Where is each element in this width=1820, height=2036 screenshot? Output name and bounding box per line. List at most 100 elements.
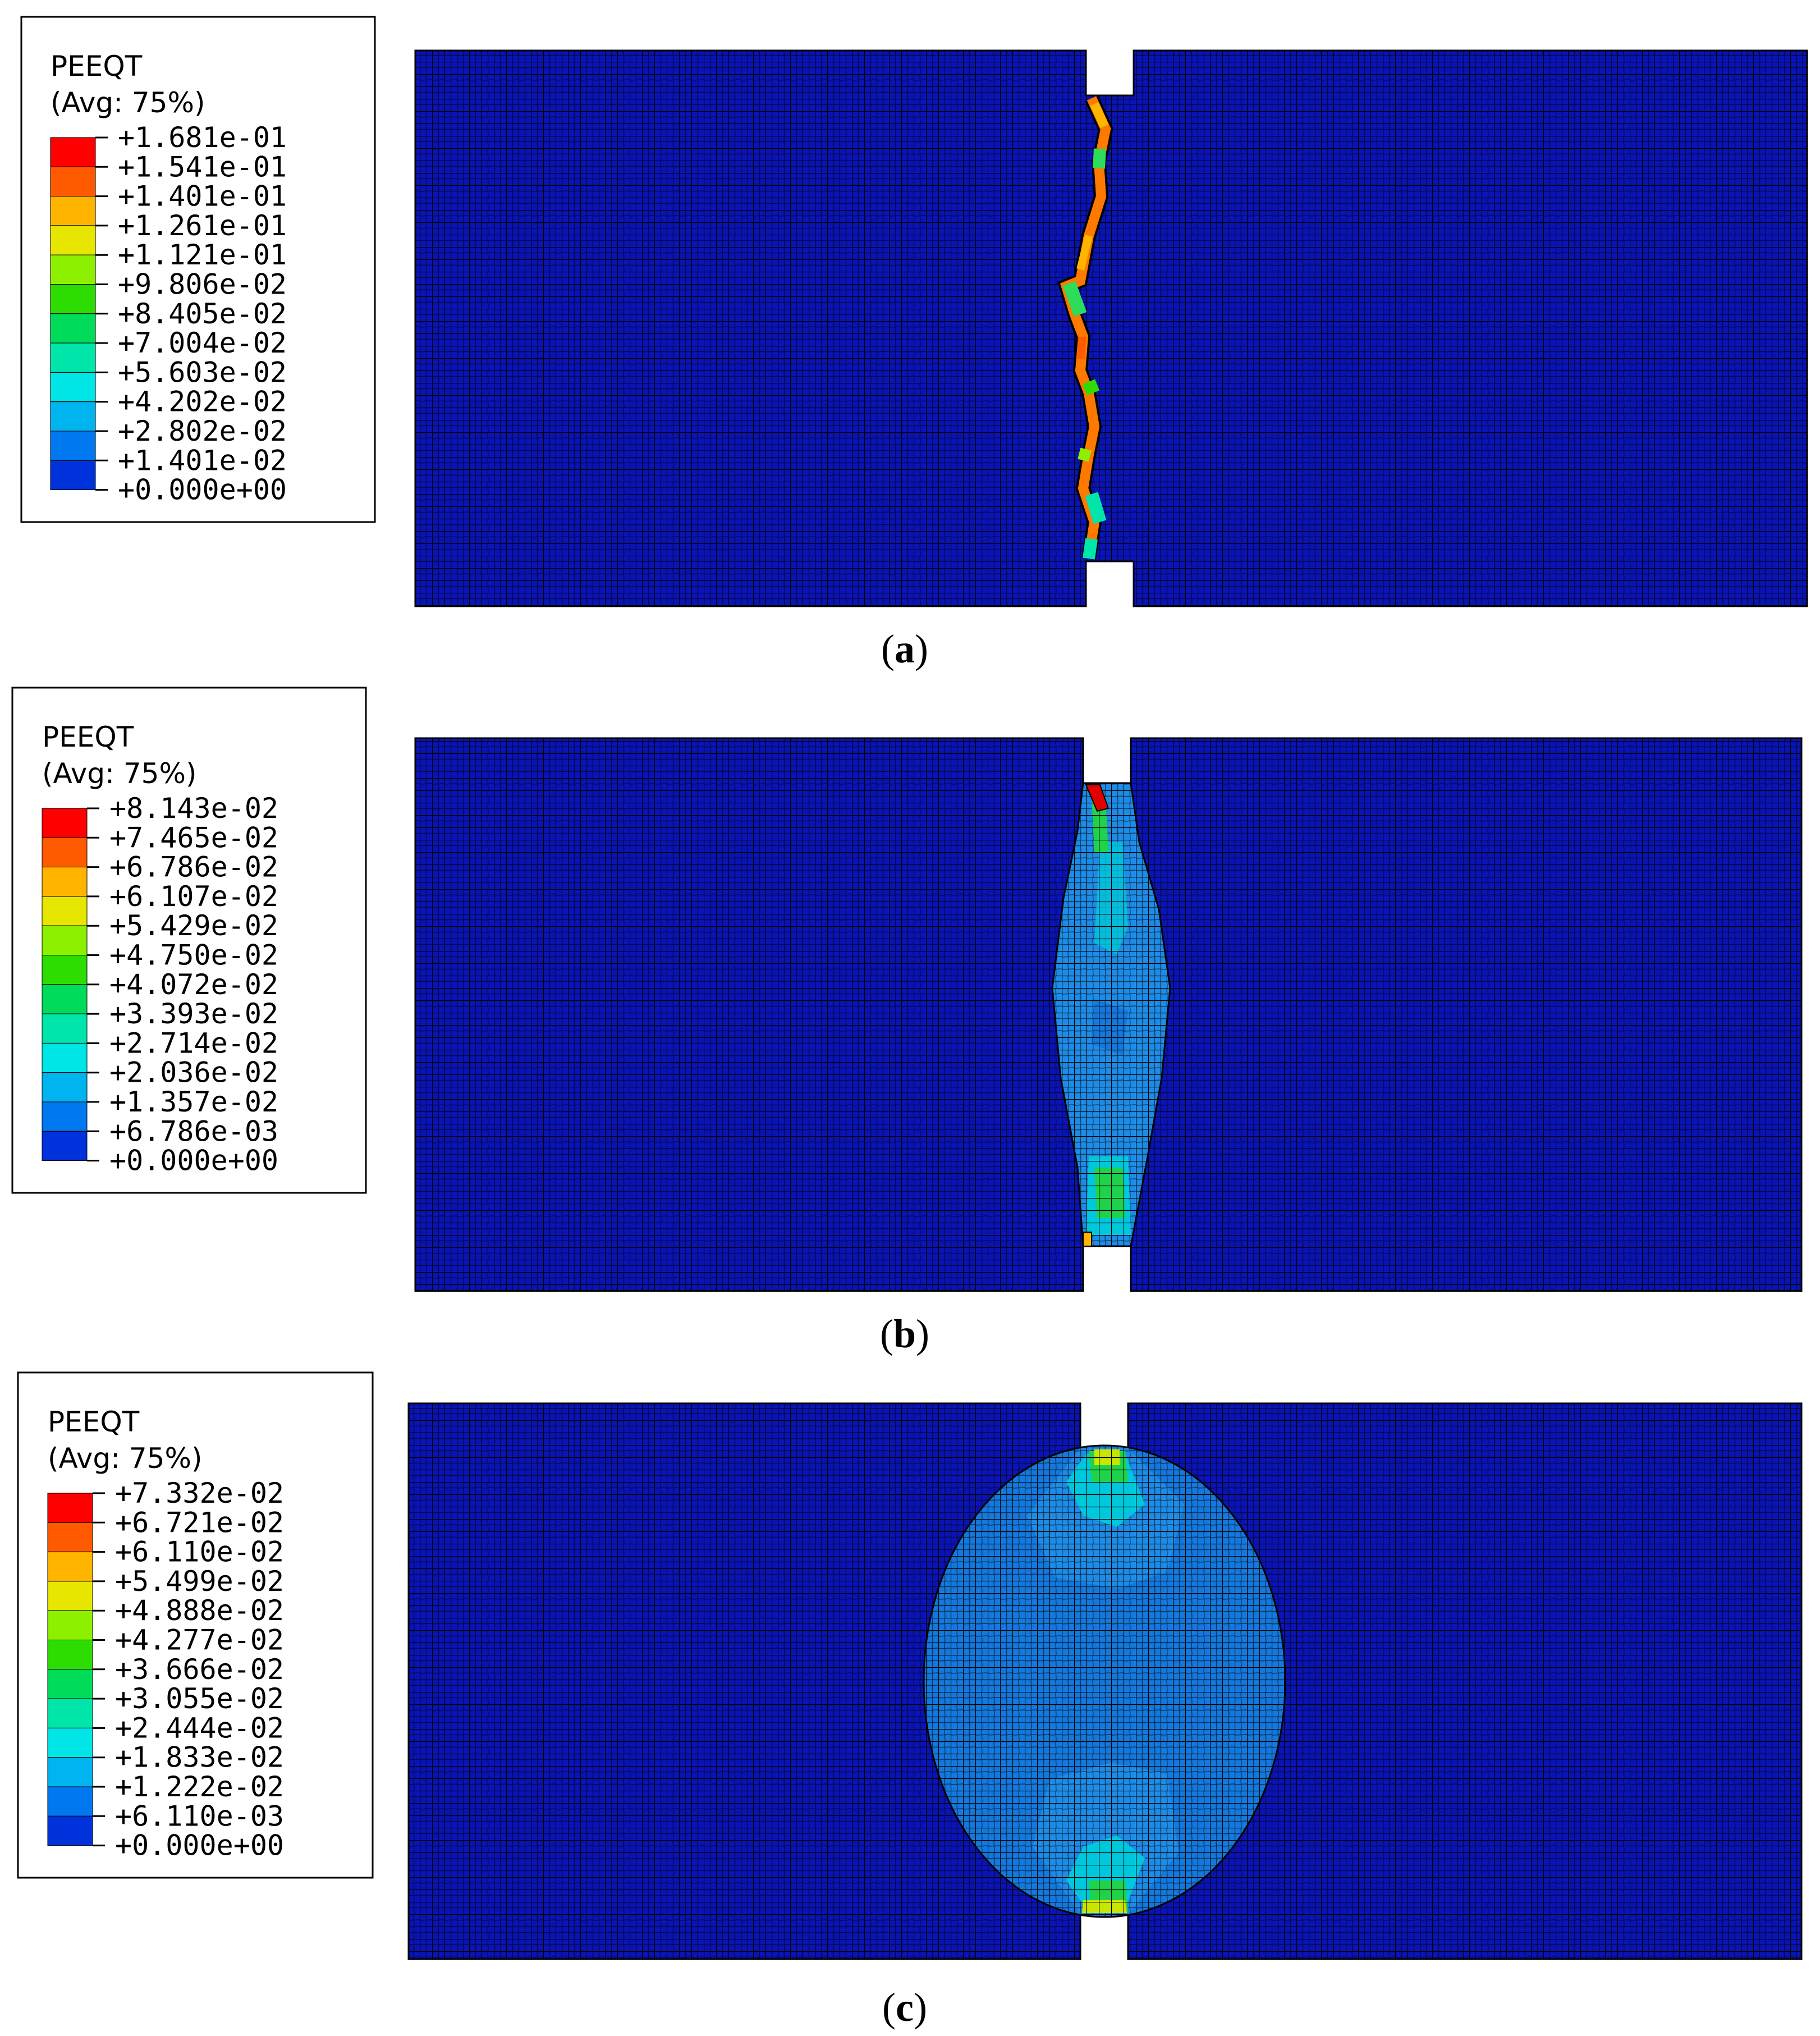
legend-value: +4.202e-02 [118,386,287,418]
legend-value: +7.004e-02 [118,327,287,359]
legend-value: +7.332e-02 [115,1477,284,1509]
legend-value: +2.444e-02 [115,1712,284,1744]
color-swatch [47,1757,93,1787]
color-swatch [50,460,96,491]
legend-value: +1.681e-01 [118,121,287,154]
panel-a: PEEQT (Avg: 75%) +1.681e-01+1.541e-01+1.… [20,16,1808,671]
color-swatch [47,1698,93,1728]
legend-value: +6.786e-03 [109,1115,278,1147]
legend-value: +2.802e-02 [118,415,287,447]
color-swatch [42,1072,88,1102]
legend-variable: PEEQT [48,1406,140,1438]
legend-labels: +7.332e-02+6.721e-02+6.110e-02+5.499e-02… [93,1477,284,1862]
color-bar [50,137,96,491]
legend-labels: +1.681e-01+1.541e-01+1.401e-01+1.261e-01… [95,121,287,506]
mesh-specimen-c [407,1402,1803,1960]
legend-variable: PEEQT [42,721,134,753]
color-swatch [42,867,88,897]
color-swatch [42,1131,88,1161]
legend-value: +0.000e+00 [115,1829,284,1862]
color-swatch [47,1493,93,1523]
legend-value: +6.107e-02 [109,880,278,913]
color-swatch [50,372,96,402]
color-swatch [47,1610,93,1640]
legend-value: +4.750e-02 [109,939,278,972]
color-swatch [42,955,88,985]
legend-value: +1.222e-02 [115,1770,284,1803]
color-swatch [47,1815,93,1846]
color-swatch [42,837,88,868]
color-swatch [47,1727,93,1758]
legend-averaging: (Avg: 75%) [48,1442,203,1475]
legend-value: +3.393e-02 [109,998,278,1030]
legend-a: PEEQT (Avg: 75%) +1.681e-01+1.541e-01+1.… [20,16,376,523]
color-bar [42,808,88,1161]
color-swatch [50,342,96,373]
panel-c: PEEQT (Avg: 75%) +7.332e-02+6.721e-02+6.… [17,1371,1803,2030]
legend-value: +1.357e-02 [109,1086,278,1118]
legend-value: +6.721e-02 [115,1506,284,1539]
legend-value: +1.401e-02 [118,444,287,477]
legend-value: +5.603e-02 [118,356,287,388]
mesh-specimen-b [414,737,1803,1292]
legend-variable: PEEQT [51,50,143,83]
legend-value: +0.000e+00 [109,1145,278,1177]
color-swatch [42,1013,88,1044]
color-swatch [47,1552,93,1582]
legend-value: +6.110e-03 [115,1800,284,1832]
color-swatch [47,1640,93,1670]
legend-value: +1.261e-01 [118,209,287,242]
legend-averaging: (Avg: 75%) [42,757,197,790]
legend-value: +9.806e-02 [118,268,287,301]
color-swatch [47,1786,93,1817]
legend-value: +4.277e-02 [115,1624,284,1657]
caption-b: (b) [880,1311,929,1356]
color-swatch [42,1042,88,1073]
color-swatch [47,1522,93,1553]
color-swatch [50,313,96,344]
color-swatch [50,284,96,314]
legend-value: +6.786e-02 [109,851,278,884]
legend-value: +6.110e-02 [115,1536,284,1568]
mesh-specimen-a [414,49,1808,607]
color-swatch [47,1581,93,1611]
legend-value: +8.143e-02 [109,792,278,825]
specimen-body [414,49,1808,607]
color-swatch [50,401,96,432]
legend-value: +7.465e-02 [109,821,278,854]
legend-value: +1.121e-01 [118,239,287,271]
legend-value: +3.666e-02 [115,1653,284,1686]
legend-value: +5.429e-02 [109,909,278,942]
legend-b: PEEQT (Avg: 75%) +8.143e-02+7.465e-02+6.… [11,687,367,1194]
legend-value: +1.833e-02 [115,1741,284,1774]
legend-value: +4.072e-02 [109,968,278,1001]
color-swatch [47,1669,93,1699]
color-swatch [42,984,88,1014]
legend-value: +8.405e-02 [118,298,287,330]
legend-value: +5.499e-02 [115,1565,284,1598]
color-swatch [50,137,96,167]
legend-value: +1.401e-01 [118,180,287,213]
legend-value: +3.055e-02 [115,1682,284,1715]
legend-labels: +8.143e-02+7.465e-02+6.786e-02+6.107e-02… [87,792,278,1177]
color-swatch [50,225,96,255]
legend-c: PEEQT (Avg: 75%) +7.332e-02+6.721e-02+6.… [17,1371,374,1879]
crack-path [1057,95,1113,560]
caption-a: (a) [881,626,928,671]
legend-value: +0.000e+00 [118,474,287,506]
color-swatch [50,196,96,226]
color-swatch [42,925,88,955]
color-swatch [50,431,96,461]
legend-value: +2.714e-02 [109,1027,278,1059]
color-swatch [42,896,88,926]
color-swatch [42,1101,88,1132]
legend-averaging: (Avg: 75%) [51,86,205,119]
color-swatch [50,166,96,197]
color-swatch [42,808,88,838]
damage-band [1051,782,1171,1247]
panel-b: PEEQT (Avg: 75%) +8.143e-02+7.465e-02+6.… [11,687,1803,1356]
legend-value: +2.036e-02 [109,1056,278,1089]
color-bar [47,1493,93,1846]
legend-value: +1.541e-01 [118,150,287,183]
